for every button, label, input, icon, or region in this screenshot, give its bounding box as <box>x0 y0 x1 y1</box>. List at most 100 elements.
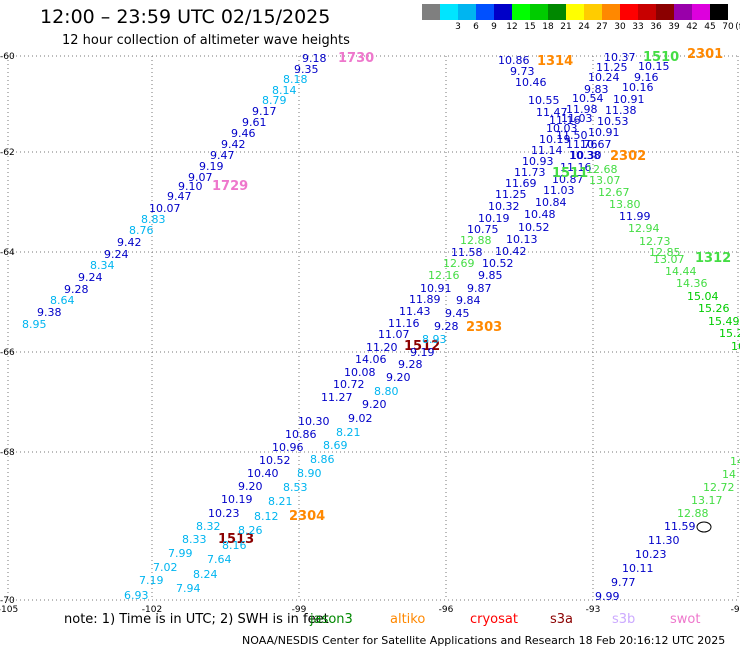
lat-label: -68 <box>0 448 15 458</box>
legend-item-swot: swot <box>670 612 701 627</box>
wave-height-label: 10.19 <box>539 133 571 146</box>
wave-height-label: 10.16 <box>622 81 654 94</box>
wave-height-label: 9.18 <box>302 52 327 65</box>
wave-height-label: 8.76 <box>129 224 154 237</box>
scale-swatch <box>458 4 476 20</box>
axis-labels: -60 -62 -64 -66 -68 -70-105 -102 -99 -96 -93 -90 <box>0 52 740 615</box>
wave-height-label: 9.61 <box>242 116 267 129</box>
wave-height-label: 9.16 <box>634 71 659 84</box>
lon-label: -102 <box>142 605 162 615</box>
legend-item-s3b: s3b <box>612 612 636 627</box>
wave-height-label: 10.53 <box>597 115 629 128</box>
wave-height-label: 9.17 <box>252 105 277 118</box>
wave-height-label: 10.93 <box>522 155 554 168</box>
credit-footer: NOAA/NESDIS Center for Satellite Applica… <box>242 634 726 647</box>
wave-height-label: 9.20 <box>386 371 411 384</box>
wave-height-label: 10.19 <box>478 212 510 225</box>
wave-height-label: 11.69 <box>505 177 537 190</box>
wave-height-label: 10.30 <box>570 149 602 162</box>
wave-height-label: 11.50 <box>556 129 588 142</box>
wave-height-label: 9.99 <box>595 590 620 603</box>
wave-height-label: 11.76 <box>566 138 598 151</box>
wave-height-label: 9.47 <box>167 190 192 203</box>
wave-height-label: 12.72 <box>703 481 735 494</box>
pass-time-label: 1312 <box>695 251 731 266</box>
wave-height-label: 11.14 <box>531 144 563 157</box>
wave-height-label: 12.94 <box>628 222 660 235</box>
scale-label: 30 <box>614 22 626 32</box>
wave-height-tracks: 9.189.358.188.148.799.179.619.469.429.47… <box>22 47 740 603</box>
scale-swatch <box>422 4 440 20</box>
wave-height-label: 8.93 <box>422 333 447 346</box>
wave-height-label: 9.42 <box>221 138 246 151</box>
pass-time-label: 1511 <box>552 166 588 181</box>
wave-height-label: 7.02 <box>153 561 178 574</box>
wave-height-label: 9.07 <box>188 171 213 184</box>
wave-height-label: 9.47 <box>210 149 235 162</box>
pass-time-label: 2301 <box>687 47 723 62</box>
wave-height-label: 9.46 <box>231 127 256 140</box>
wave-height-label: 10.11 <box>622 562 654 575</box>
scale-label: 3 <box>455 22 461 32</box>
scale-swatch <box>674 4 692 20</box>
scale-label: 70 <box>722 22 734 32</box>
wave-height-label: 13.07 <box>589 174 621 187</box>
wave-height-label: 8.79 <box>262 94 287 107</box>
wave-height-label: 10.30 <box>298 415 330 428</box>
wave-height-label: 9.10 <box>178 180 203 193</box>
lat-label: -70 <box>0 596 15 606</box>
wave-height-label: 9.87 <box>467 282 492 295</box>
wave-height-label: 8.16 <box>222 539 247 552</box>
legend-item-s3a: s3a <box>550 612 574 627</box>
wave-height-label: 9.35 <box>294 63 319 76</box>
wave-height-label: 11.25 <box>596 61 628 74</box>
wave-height-label: 8.86 <box>310 453 335 466</box>
scale-label: 9 <box>491 22 497 32</box>
wave-height-label: 11.16 <box>549 114 581 127</box>
wave-height-label: 10.55 <box>528 94 560 107</box>
wave-height-label: 14.36 <box>676 277 708 290</box>
wave-height-label: 13.80 <box>609 198 641 211</box>
wave-height-label: 10.42 <box>495 245 527 258</box>
wave-height-label: 10.08 <box>344 366 376 379</box>
lon-label: -93 <box>586 605 601 615</box>
scale-label: 42 <box>686 22 698 32</box>
scale-swatch <box>512 4 530 20</box>
wave-height-label: 10.84 <box>535 196 567 209</box>
wave-height-label: 11.73 <box>514 166 546 179</box>
wave-height-label: 9.02 <box>348 412 373 425</box>
wave-height-label: 8.95 <box>22 318 47 331</box>
scale-label: 6 <box>473 22 479 32</box>
scale-swatch <box>566 4 584 20</box>
pass-time-label: 1314 <box>537 54 573 69</box>
wave-height-label: 10.38 <box>569 149 601 162</box>
pass-time-label: 1513 <box>218 532 254 547</box>
wave-height-label: 10.52 <box>259 454 291 467</box>
wave-height-label: 10.86 <box>285 428 317 441</box>
position-marker <box>696 521 712 533</box>
scale-swatch <box>692 4 710 20</box>
scale-label: 21 <box>560 22 572 32</box>
scale-swatch <box>710 4 728 20</box>
wave-height-label: 8.33 <box>182 533 207 546</box>
wave-height-label: 9.24 <box>78 271 103 284</box>
wave-height-label: 12.68 <box>586 163 618 176</box>
wave-height-label: 11.38 <box>605 104 637 117</box>
wave-height-label: 14 <box>730 455 740 468</box>
scale-swatch <box>530 4 548 20</box>
wave-height-label: 8.34 <box>90 259 115 272</box>
wave-height-label: 14.06 <box>355 353 387 366</box>
wave-height-label: 7.19 <box>139 574 164 587</box>
wave-height-label: 15.49 <box>708 315 740 328</box>
wave-height-label: 10.23 <box>208 507 240 520</box>
wave-height-label: 8.80 <box>374 385 399 398</box>
wave-height-label: 9.28 <box>398 358 423 371</box>
wave-height-label: 11.43 <box>399 305 431 318</box>
wave-height-label: 10.46 <box>515 76 547 89</box>
wave-height-label: 10.52 <box>518 221 550 234</box>
wave-height-label: 10.15 <box>638 60 670 73</box>
wave-height-label: 8.26 <box>238 524 263 537</box>
wave-height-label: 10.91 <box>588 126 620 139</box>
wave-height-label: 10.48 <box>524 208 556 221</box>
wave-height-label: 11.98 <box>566 103 598 116</box>
